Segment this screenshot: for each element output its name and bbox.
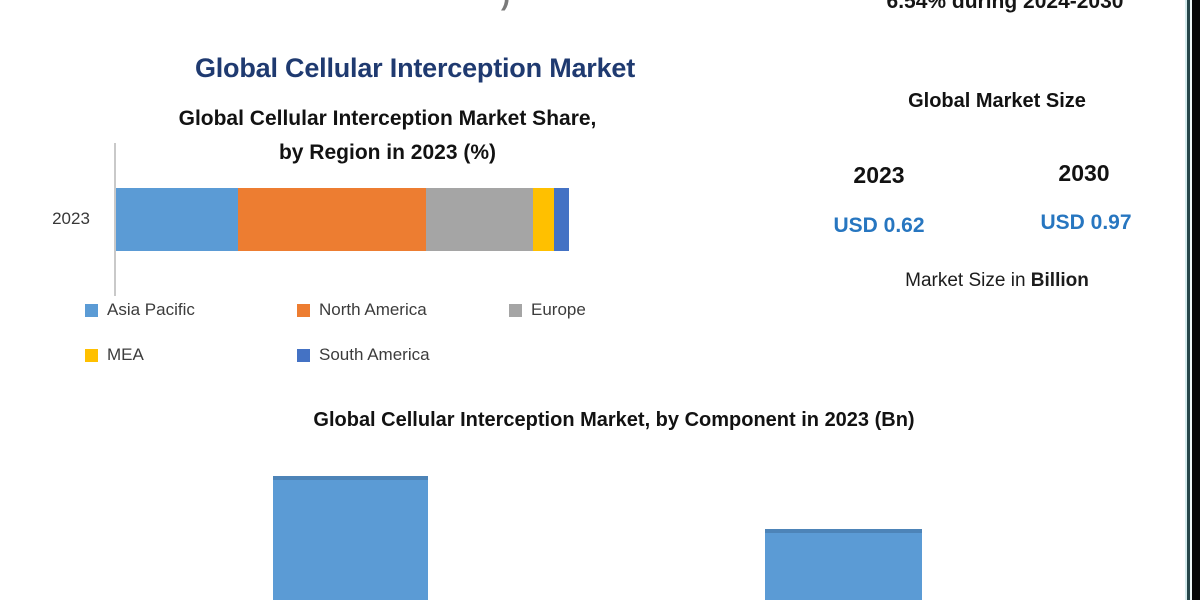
market-size-footnote: Market Size in Billion [852,270,1142,292]
market-size-value-2030: USD 0.97 [1040,211,1132,234]
page-border-gap [1190,0,1192,600]
market-size-footnote-bold: Billion [1030,270,1089,291]
legend-item-europe: Europe [509,300,586,320]
component-bar-2 [765,529,922,600]
region-chart-y-axis [114,143,116,296]
market-size-year-2030: 2030 [1058,160,1110,186]
legend-item-asia-pacific: Asia Pacific [85,300,195,320]
segment-north-america [238,188,426,251]
page-border-inner-light [1185,0,1187,600]
page-border-outer [1192,0,1200,600]
legend-item-south-america: South America [297,345,430,365]
segment-europe [426,188,533,251]
legend-item-north-america: North America [297,300,427,320]
page-border-inner-dark [1187,0,1190,600]
component-bar-1 [273,476,428,600]
legend-item-mea: MEA [85,345,144,365]
region-chart-title: Global Cellular Interception Market Shar… [115,102,660,170]
cagr-note-cropped: 6.54% during 2024-2030 [886,0,1124,13]
legend-label-europe: Europe [531,300,586,319]
legend-swatch-south-america [297,348,310,362]
segment-mea [533,188,554,251]
legend-label-south-america: South America [319,345,430,364]
market-size-value-2023: USD 0.62 [833,214,925,237]
cropped-glyph-remnant: ) [501,0,510,12]
region-stacked-bar [116,188,569,251]
region-chart-title-line2: by Region in 2023 (%) [278,141,497,164]
legend-label-mea: MEA [107,345,144,364]
region-chart-category-label: 2023 [52,209,90,228]
legend-swatch-north-america [297,303,310,317]
page-title: Global Cellular Interception Market [194,53,636,83]
region-chart-title-line1: Global Cellular Interception Market Shar… [178,107,597,130]
legend-swatch-europe [509,303,522,317]
legend-label-north-america: North America [319,300,427,319]
market-size-footnote-prefix: Market Size in [905,270,1031,291]
legend-swatch-asia-pacific [85,303,98,317]
market-size-heading: Global Market Size [908,90,1086,112]
market-size-year-2023: 2023 [853,162,905,188]
legend-label-asia-pacific: Asia Pacific [107,300,195,319]
legend-swatch-mea [85,348,98,362]
segment-south-america [554,188,569,251]
segment-asia-pacific [116,188,238,251]
component-chart-title: Global Cellular Interception Market, by … [313,409,915,431]
